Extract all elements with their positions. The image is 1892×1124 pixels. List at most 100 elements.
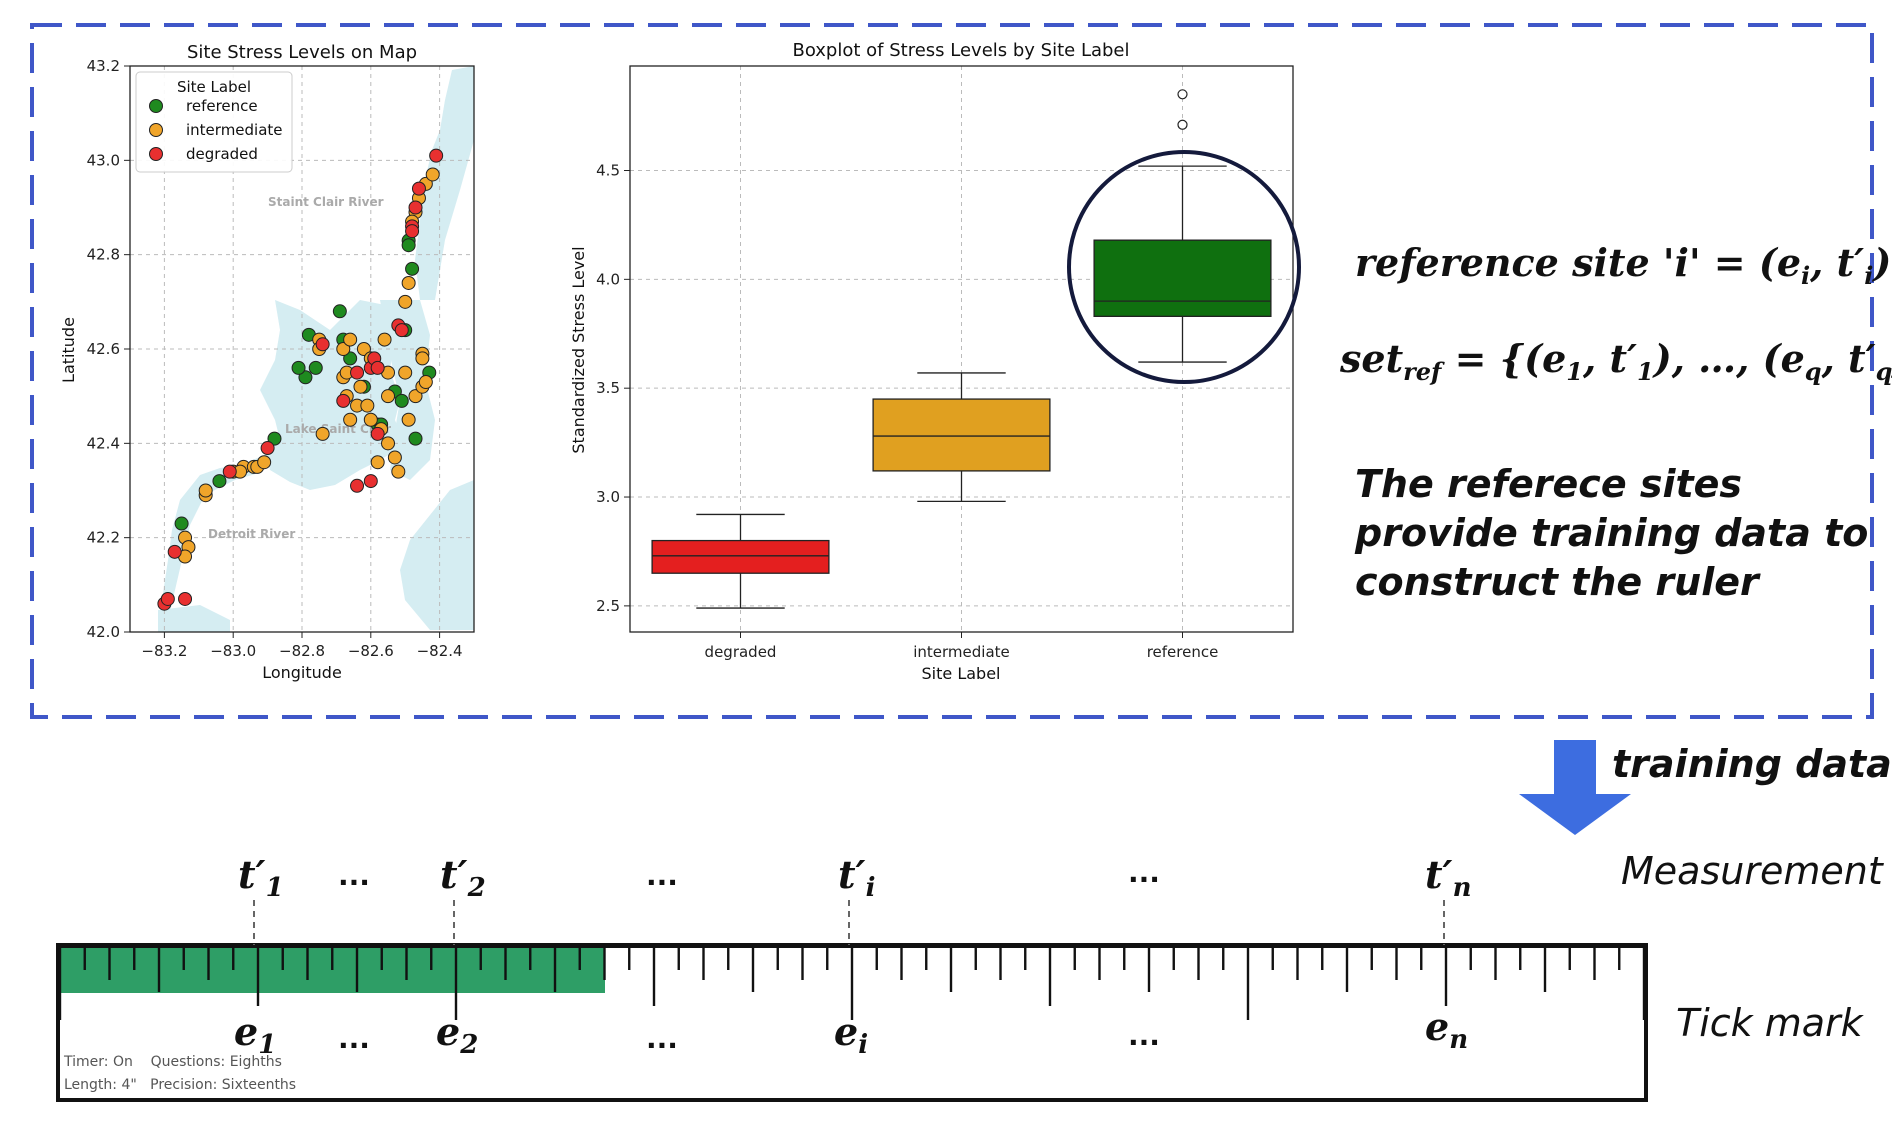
map-x-ticks: −83.2 −83.0 −82.8 −82.6 −82.4 [141, 632, 463, 660]
box-x-tick-label: reference [1147, 643, 1219, 661]
eq1-sub-i: i [1801, 261, 1810, 290]
map-point-intermediate [336, 342, 351, 356]
map-chart: Site Stress Levels on Map Staint Clair R… [59, 42, 475, 682]
dots-top-1: ... [338, 859, 370, 892]
map-point-intermediate [391, 464, 406, 479]
map-point-degraded [408, 200, 423, 215]
map-y-ticks: 42.0 42.2 42.4 42.6 42.8 43.0 43.2 [87, 57, 130, 641]
box-x-axis-label: Site Label [922, 664, 1001, 683]
measurement-label: Measurement [1621, 849, 1885, 893]
equation-set-ref: setref = {(e1, t′1), …, (eq, t′q)} [1339, 336, 1892, 386]
legend-label-reference: reference [186, 97, 258, 115]
map-point-intermediate [360, 398, 375, 413]
map-y-tick-label: 42.2 [87, 529, 120, 547]
box-y-tick-label: 2.5 [596, 597, 620, 615]
map-legend-items: reference intermediate degraded [149, 97, 283, 163]
map-point-intermediate [363, 412, 378, 427]
map-point-reference [298, 370, 313, 385]
map-point-intermediate [425, 167, 440, 182]
map-chart-title: Site Stress Levels on Map [187, 42, 417, 63]
water-east-lower [400, 480, 474, 630]
map-point-reference [308, 360, 323, 375]
map-point-intermediate [408, 389, 423, 404]
dots-bottom-1: ... [338, 1022, 370, 1055]
label-ti: t′i [838, 852, 875, 903]
map-point-intermediate [377, 332, 392, 347]
eq2-set: set [1339, 336, 1404, 381]
label-e1: e1 [234, 1009, 276, 1060]
eq1-lhs: reference site 'i' = (e [1355, 240, 1801, 285]
map-point-reference [332, 304, 347, 319]
down-arrow-icon [1519, 740, 1631, 835]
map-point-intermediate [387, 450, 402, 465]
ruler-ticks [58, 948, 1646, 1020]
box-y-tick-label: 3.5 [596, 379, 620, 397]
water-bottom [158, 605, 230, 632]
map-point-degraded [167, 544, 182, 559]
box-y-axis-label: Standardized Stress Level [569, 246, 588, 453]
map-point-intermediate [356, 342, 371, 356]
equation-reference-site: reference site 'i' = (ei, t′i) [1355, 240, 1891, 290]
legend-marker-reference [149, 99, 163, 113]
ruler: Timer: On Questions: Eighths Length: 4" … [56, 849, 1885, 1102]
map-x-tick-label: −82.4 [417, 642, 463, 660]
training-data-label: training data [1612, 742, 1892, 786]
map-point-intermediate [315, 426, 330, 441]
equations: reference site 'i' = (ei, t′i) setref = … [1339, 240, 1892, 386]
legend-label-intermediate: intermediate [186, 121, 283, 139]
map-point-degraded [178, 591, 193, 606]
map-x-axis-label: Longitude [262, 663, 342, 682]
box-x-ticks: degraded intermediate reference [705, 632, 1219, 661]
map-y-axis-label: Latitude [59, 317, 78, 383]
map-x-tick-label: −82.6 [348, 642, 394, 660]
map-point-degraded [336, 393, 351, 408]
map-y-tick-label: 43.0 [87, 151, 120, 169]
map-point-degraded [411, 181, 426, 196]
box-y-tick-label: 3.0 [596, 488, 620, 506]
legend-marker-degraded [149, 147, 163, 161]
box-marks [651, 89, 1272, 609]
map-point-degraded [222, 464, 237, 479]
map-point-reference [408, 431, 423, 446]
map-point-degraded [260, 441, 275, 456]
box-chart-title: Boxplot of Stress Levels by Site Label [792, 40, 1129, 61]
map-point-reference [394, 393, 409, 408]
label-tn: t′n [1425, 852, 1471, 903]
map-y-tick-label: 43.2 [87, 57, 120, 75]
map-point-reference [174, 516, 189, 531]
map-y-tick-label: 42.8 [87, 246, 120, 264]
map-point-degraded [315, 337, 330, 352]
map-point-intermediate [257, 455, 272, 470]
map-legend-title: Site Label [177, 78, 251, 96]
map-legend-box [135, 71, 293, 173]
map-point-reference [267, 431, 282, 446]
map-point-intermediate [381, 436, 395, 451]
map-point-intermediate [381, 389, 395, 404]
map-point-intermediate [343, 332, 358, 347]
map-point-intermediate [353, 379, 368, 394]
caption-line-3: construct the ruler [1355, 560, 1761, 604]
map-point-degraded [370, 426, 385, 441]
map-point-reference [405, 261, 420, 276]
map-point-intermediate [401, 412, 416, 427]
map-point-reference [291, 360, 306, 375]
water-label-detroit: Detroit River [208, 527, 295, 541]
water-label-river: Staint Clair River [268, 195, 384, 209]
box-intermediate [872, 398, 1051, 472]
map-points [157, 148, 444, 611]
map-point-degraded [429, 148, 444, 163]
map-point-reference [343, 351, 358, 366]
tick-mark-label: Tick mark [1676, 1001, 1865, 1045]
water-river-upper [415, 66, 474, 300]
label-t1: t′1 [238, 852, 284, 903]
map-x-tick-label: −82.8 [279, 642, 325, 660]
map-y-tick-label: 42.0 [87, 623, 120, 641]
caption-line-2: provide training data to [1354, 511, 1868, 555]
water-label-lake: Lake Saint Clair [285, 422, 391, 436]
box-y-tick-label: 4.5 [596, 161, 620, 179]
caption: The referece sites provide training data… [1354, 462, 1868, 604]
box-degraded [651, 539, 830, 574]
map-point-intermediate [370, 455, 385, 470]
label-t2: t′2 [440, 852, 486, 903]
